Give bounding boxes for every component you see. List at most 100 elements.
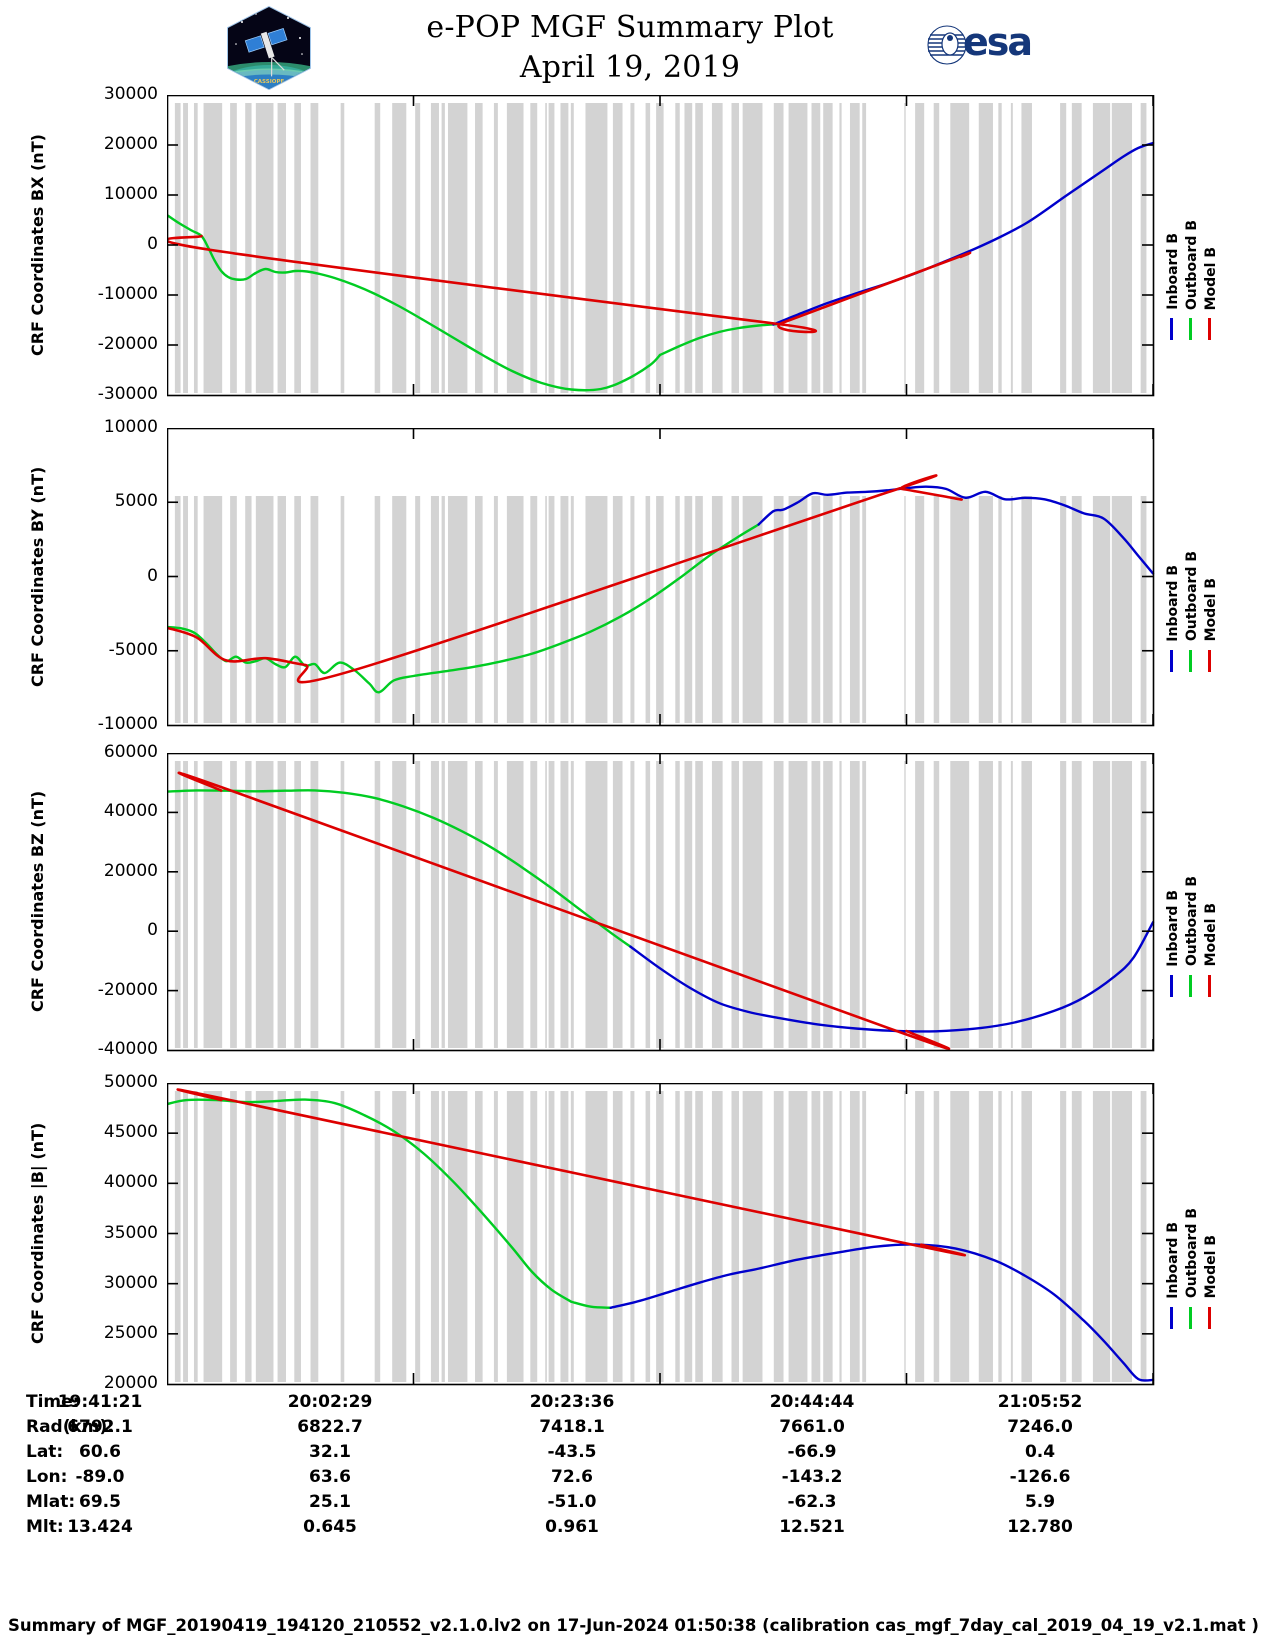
legend-color-swatch [1189, 318, 1192, 340]
legend-color-swatch [1189, 974, 1192, 997]
panel-1-ytick-label: 30000 [103, 84, 158, 104]
panel-1-ytick-label: 10000 [103, 184, 158, 204]
panel-4-ytick-label: 20000 [103, 1373, 158, 1393]
table-row: Lat: 60.6 32.1 -43.5 -66.9 0.4 [0, 1442, 1275, 1467]
panel-2-ytick-label: 10000 [103, 417, 158, 437]
table-cell: 0.961 [545, 1517, 599, 1537]
table-cell: 12.780 [1007, 1517, 1073, 1537]
panel-4-ytick-label: 25000 [103, 1322, 158, 1343]
series-line [177, 771, 951, 1051]
svg-text:CASSIOPE: CASSIOPE [254, 79, 285, 85]
table-cell: 72.6 [551, 1467, 593, 1487]
legend-label: Outboard B [1184, 876, 1200, 967]
table-row-label: Lon: [26, 1467, 68, 1487]
table-cell: -126.6 [1009, 1467, 1071, 1487]
panel-4-ytick-label: 40000 [103, 1172, 158, 1193]
legend-color-swatch [1208, 649, 1211, 672]
table-cell: 0.4 [1024, 1442, 1056, 1462]
title-line-1: e-POP MGF Summary Plot [426, 10, 834, 45]
panel-4-legend: Inboard B Outboard B Model B [1165, 1139, 1245, 1329]
table-cell: -62.3 [787, 1492, 837, 1512]
esa-wordmark: esa [963, 20, 1033, 64]
panel-4-ytick-label: 30000 [103, 1272, 158, 1293]
y-axis-label-line-1: CRF Coordinates [28, 1194, 47, 1345]
panel-1-legend: Inboard B Outboard B Model B [1165, 150, 1245, 340]
table-cell: 0.645 [303, 1517, 357, 1537]
panel-4-plot-area [167, 1083, 1155, 1386]
table-cell: 6792.1 [67, 1417, 133, 1437]
table-row-label: Rad(km): [26, 1417, 115, 1437]
table-cell: 32.1 [309, 1442, 351, 1462]
legend-color-swatch [1170, 1306, 1173, 1329]
panel-3-ytick-label: 40000 [103, 801, 158, 822]
series-line [167, 474, 963, 684]
table-cell: 12.521 [779, 1517, 845, 1537]
table-cell: -66.9 [787, 1442, 837, 1462]
data-gap-bands [174, 103, 1147, 393]
panel-1-ytick-label: -20000 [97, 334, 158, 354]
panel-3-ytick-label: -20000 [97, 979, 158, 1000]
panel-2-ytick-label: 5000 [114, 491, 158, 512]
table-cell: 19:41:21 [57, 1392, 143, 1412]
series-line [658, 322, 780, 357]
y-axis-label-line-1: CRF Coordinates [28, 537, 47, 687]
panel-3-plot-area [167, 753, 1155, 1052]
footer-caption: Summary of MGF_20190419_194120_210552_v2… [8, 1616, 1259, 1635]
page-title: e-POP MGF Summary Plot April 19, 2019 [330, 8, 930, 88]
panel-2-plot-area [167, 428, 1155, 727]
legend-color-swatch [1208, 318, 1211, 340]
table-cell: 60.6 [79, 1442, 121, 1462]
table-cell: -143.2 [781, 1467, 843, 1487]
series-line [167, 213, 662, 392]
table-cell: 7661.0 [779, 1417, 845, 1437]
table-row-label: Lat: [26, 1442, 64, 1462]
table-row: Mlat: 69.5 25.1 -51.0 -62.3 5.9 [0, 1492, 1275, 1517]
table-row-label: Time: [26, 1392, 80, 1412]
table-cell: 20:02:29 [287, 1392, 373, 1412]
panel-3-y-axis-label: CRF Coordinates BZ (nT) [28, 753, 48, 1050]
table-cell: 7418.1 [539, 1417, 605, 1437]
plot-panel-1: CRF Coordinates BX (nT) 30000 20000 10000 0-… [0, 84, 1275, 404]
title-line-2: April 19, 2019 [519, 50, 741, 85]
legend-color-swatch [1189, 1306, 1192, 1329]
panel-2-ytick-label: -10000 [97, 714, 158, 734]
panel-2-ytick-label: 0 [147, 565, 158, 586]
data-gap-bands [174, 761, 1147, 1048]
ephemeris-table: Time: 19:41:21 20:02:29 20:23:36 20:44:44 21:… [0, 1392, 1275, 1542]
series-line [570, 1300, 612, 1309]
legend-color-swatch [1170, 318, 1173, 340]
panel-3-ytick-label: 0 [147, 920, 158, 941]
legend-label: Inboard B [1165, 889, 1181, 967]
panel-2-ytick-label: -5000 [108, 639, 158, 660]
table-cell: 20:44:44 [769, 1392, 855, 1412]
panel-4-ytick-label: 35000 [103, 1222, 158, 1243]
series-line [772, 141, 1155, 326]
data-gap-bands [174, 1091, 1147, 1382]
table-cell: 7246.0 [1007, 1417, 1073, 1437]
cassiope-mission-patch-icon: CASSIOPE [222, 4, 316, 92]
legend-label: Model B [1203, 246, 1219, 310]
plot-panel-2: CRF Coordinates BY (nT) 10000 5000 0 -5000 -1… [0, 417, 1275, 734]
legend-color-swatch [1170, 974, 1173, 997]
plot-panel-3: CRF Coordinates BZ (nT) 60000 40000 20000 0 -… [0, 742, 1275, 1059]
panel-3-ytick-label: 60000 [103, 742, 158, 762]
series-line [176, 1088, 966, 1257]
page-header: CASSIOPE e-POP MGF Summary Plot April 19… [0, 0, 1275, 92]
panel-1-ytick-label: 0 [147, 234, 158, 254]
series-line [167, 789, 632, 948]
table-cell: 13.424 [67, 1517, 133, 1537]
panel-3-ytick-label: -40000 [97, 1039, 158, 1059]
legend-label: Inboard B [1165, 1221, 1181, 1299]
data-gap-bands [174, 496, 1147, 723]
legend-color-swatch [1208, 1306, 1211, 1329]
legend-color-swatch [1208, 974, 1211, 997]
table-cell: 21:05:52 [997, 1392, 1083, 1412]
panel-4-ytick-label: 45000 [103, 1122, 158, 1143]
table-row-label: Mlat: [26, 1492, 76, 1512]
table-cell: 63.6 [309, 1467, 351, 1487]
table-cell: 6822.7 [297, 1417, 363, 1437]
table-cell: 5.9 [1024, 1492, 1056, 1512]
table-cell: -43.5 [547, 1442, 597, 1462]
panel-2-legend: Inboard B Outboard B Model B [1165, 482, 1245, 672]
panel-3-legend: Inboard B Outboard B Model B [1165, 807, 1245, 997]
